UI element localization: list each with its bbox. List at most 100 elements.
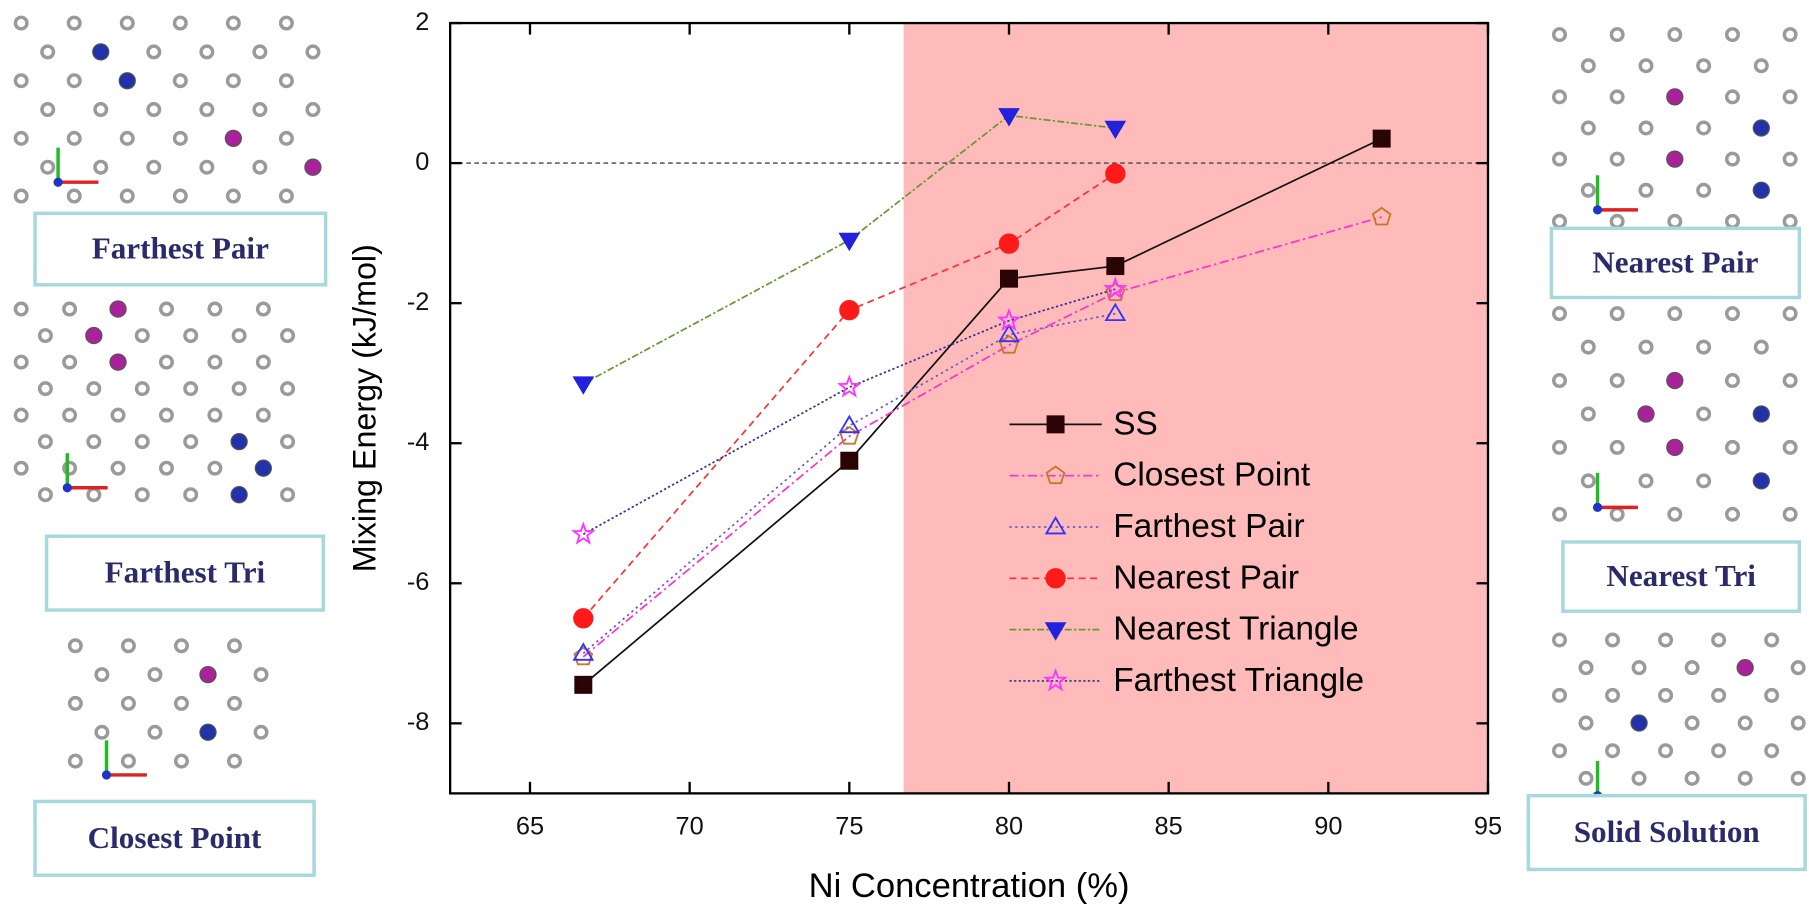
atom — [1605, 632, 1621, 648]
atom — [13, 301, 29, 317]
atom — [1696, 58, 1712, 74]
atom — [1638, 58, 1654, 74]
atom — [1638, 473, 1654, 489]
atom — [13, 15, 29, 31]
atom — [1696, 120, 1712, 136]
atom — [255, 301, 271, 317]
atom — [1711, 687, 1727, 703]
atom — [1724, 306, 1740, 322]
panel-label: Closest Point — [88, 820, 262, 855]
atom — [158, 407, 174, 423]
atom — [1753, 58, 1769, 74]
atom — [1605, 743, 1621, 759]
axis-origin — [1592, 205, 1603, 215]
atom — [92, 43, 110, 61]
atom — [1578, 715, 1594, 731]
marker — [837, 374, 862, 398]
atom — [1580, 120, 1596, 136]
atom — [225, 15, 241, 31]
x-tick-label: 70 — [676, 813, 704, 841]
chart: 65 70 75 80 85 90 95 -8 -6 -4 -2 0 2 Ni Concentration… — [347, 8, 1502, 905]
atom — [1711, 743, 1727, 759]
atom — [1737, 715, 1753, 731]
y-tick-label: -2 — [407, 288, 430, 316]
plot-frame — [449, 21, 1490, 795]
atom — [1637, 405, 1655, 423]
atom — [280, 487, 296, 503]
atom — [119, 15, 135, 31]
atom — [1631, 660, 1647, 676]
atom — [1684, 715, 1700, 731]
atom — [1666, 150, 1684, 168]
marker — [573, 646, 594, 666]
atom — [1552, 743, 1567, 759]
marker — [1104, 302, 1127, 322]
atom — [1580, 339, 1596, 355]
atom — [227, 638, 243, 654]
atom — [1605, 687, 1621, 703]
marker — [1371, 206, 1392, 226]
atom — [207, 301, 223, 317]
legend-marker — [1046, 415, 1065, 434]
atom — [183, 487, 199, 503]
atom — [207, 460, 223, 476]
atom — [253, 667, 269, 683]
atom — [120, 638, 136, 654]
panel-label: Nearest Tri — [1606, 558, 1756, 593]
atom — [66, 130, 82, 146]
atom — [1638, 182, 1654, 198]
series-line — [582, 216, 1382, 658]
atom — [1696, 182, 1712, 198]
label-box — [44, 534, 326, 612]
y-tick-label: 2 — [415, 8, 429, 36]
atom — [1696, 406, 1712, 422]
atom — [66, 188, 82, 204]
atom — [252, 44, 268, 60]
label-box — [33, 799, 316, 877]
atom — [172, 130, 188, 146]
marker — [1372, 129, 1391, 148]
atom — [1790, 715, 1806, 731]
atom — [231, 381, 247, 397]
structure-panels: Farthest Pair Farthest Tri Closest Point Ne… — [13, 15, 1807, 877]
atom — [225, 188, 241, 204]
atom — [1724, 27, 1740, 43]
series-line — [582, 114, 1116, 385]
atom — [109, 300, 127, 318]
atom — [1764, 687, 1780, 703]
atom — [172, 188, 188, 204]
panel-label: Farthest Tri — [105, 555, 266, 590]
label-box — [33, 211, 328, 287]
atom — [304, 158, 322, 176]
atom — [183, 381, 199, 397]
marker — [999, 269, 1018, 288]
legend-label: Closest Point — [1113, 457, 1311, 494]
atom — [1667, 213, 1683, 229]
atom — [93, 159, 109, 175]
atom — [146, 44, 162, 60]
x-tick-label: 90 — [1314, 813, 1342, 841]
atom — [199, 723, 217, 741]
marker — [1103, 276, 1128, 300]
atom — [230, 486, 248, 504]
atom — [199, 159, 215, 175]
atom — [253, 724, 269, 740]
atom — [280, 381, 296, 397]
atom — [1696, 473, 1712, 489]
atom — [120, 695, 136, 711]
atom — [1609, 27, 1625, 43]
atom — [1782, 373, 1798, 389]
atom — [86, 487, 102, 503]
atom — [67, 638, 83, 654]
panel-label: Farthest Pair — [92, 231, 269, 266]
atom — [119, 130, 135, 146]
legend-label: SS — [1113, 405, 1158, 442]
atom — [1552, 213, 1567, 229]
atom — [1724, 506, 1740, 522]
atom — [199, 665, 217, 684]
y-axis-title: Mixing Energy (kJ/mol) — [347, 244, 383, 572]
axis-origin — [1592, 502, 1603, 513]
atom — [1666, 88, 1684, 106]
atom — [1552, 687, 1567, 703]
atom — [67, 695, 83, 711]
